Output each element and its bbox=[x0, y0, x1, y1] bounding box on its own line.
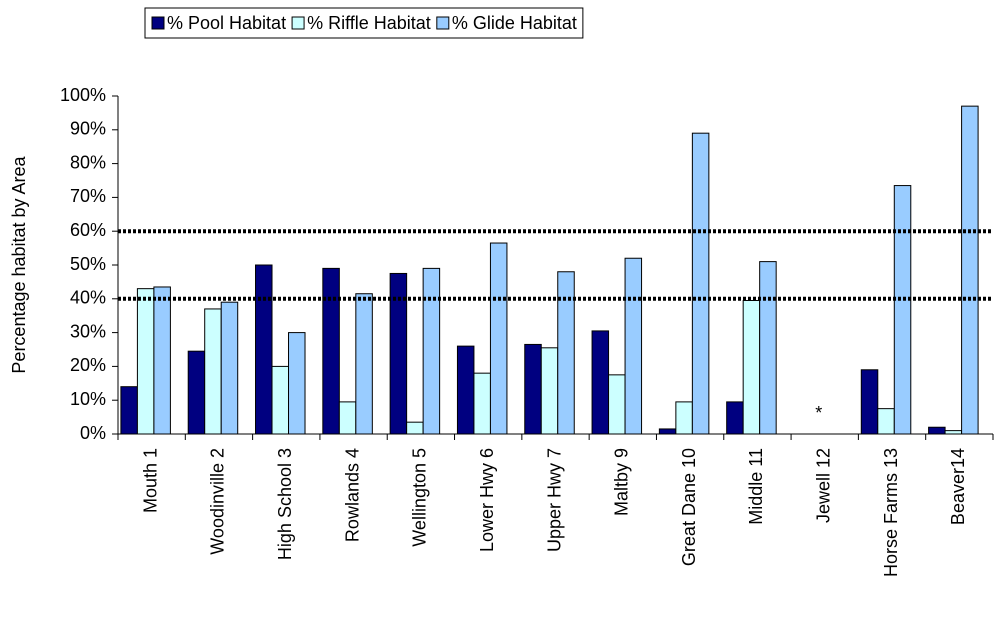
bar bbox=[675, 401, 693, 435]
y-tick-label: 30% bbox=[70, 321, 106, 341]
y-tick-label: 90% bbox=[70, 119, 106, 139]
bar bbox=[322, 267, 340, 435]
x-tick-label: Wellington 5 bbox=[410, 448, 430, 547]
bar bbox=[153, 286, 171, 435]
bar bbox=[624, 257, 643, 435]
x-tick-label: Jewell 12 bbox=[813, 448, 833, 523]
y-tick-label: 50% bbox=[70, 254, 106, 274]
bar bbox=[489, 242, 508, 435]
x-tick-label: High School 3 bbox=[275, 448, 295, 560]
bar bbox=[355, 293, 373, 435]
x-tick-label: Maltby 9 bbox=[612, 448, 632, 516]
x-tick-label: Woodinville 2 bbox=[208, 448, 228, 555]
bar bbox=[726, 401, 744, 435]
bar bbox=[204, 308, 222, 435]
bar bbox=[742, 299, 761, 435]
bar bbox=[524, 343, 542, 435]
bar bbox=[877, 408, 895, 435]
bar bbox=[255, 264, 273, 435]
bar bbox=[860, 369, 879, 435]
bar bbox=[406, 421, 424, 435]
y-tick-label: 0% bbox=[80, 423, 106, 443]
legend-label: % Pool Habitat bbox=[167, 13, 286, 33]
bar bbox=[271, 365, 290, 435]
bar bbox=[540, 347, 559, 435]
legend-swatch bbox=[436, 16, 450, 30]
legend-swatch bbox=[291, 16, 305, 30]
y-tick-label: 80% bbox=[70, 152, 106, 172]
bar bbox=[422, 267, 441, 435]
bar bbox=[691, 132, 710, 435]
x-tick-label: Great Dane 10 bbox=[679, 448, 699, 566]
bar bbox=[338, 401, 357, 435]
bar bbox=[187, 350, 206, 435]
bar bbox=[557, 271, 575, 435]
x-tick-label: Horse Farms 13 bbox=[881, 448, 901, 577]
bar bbox=[220, 301, 239, 435]
y-tick-label: 70% bbox=[70, 186, 106, 206]
y-tick-label: 20% bbox=[70, 355, 106, 375]
bar bbox=[961, 105, 979, 435]
bar bbox=[591, 330, 610, 435]
bar bbox=[473, 372, 491, 435]
bar bbox=[120, 386, 138, 435]
bar bbox=[893, 185, 912, 435]
x-tick-label: Beaver14 bbox=[948, 448, 968, 525]
bar bbox=[288, 332, 306, 435]
y-tick-label: 100% bbox=[60, 85, 106, 105]
y-axis-label: Percentage habitat by Area bbox=[9, 155, 29, 373]
legend-box bbox=[144, 7, 584, 39]
bar bbox=[136, 288, 155, 435]
legend-swatch bbox=[151, 16, 165, 30]
y-tick-label: 60% bbox=[70, 220, 106, 240]
y-tick-label: 40% bbox=[70, 288, 106, 308]
x-tick-label: Middle 11 bbox=[746, 448, 766, 525]
bar bbox=[456, 345, 475, 435]
x-tick-label: Rowlands 4 bbox=[342, 448, 362, 542]
bar bbox=[928, 426, 946, 435]
legend-label: % Glide Habitat bbox=[452, 13, 577, 33]
bar bbox=[608, 374, 626, 435]
x-tick-label: Upper Hwy 7 bbox=[544, 448, 564, 552]
bar bbox=[658, 428, 677, 435]
legend-label: % Riffle Habitat bbox=[307, 13, 431, 33]
annotation: * bbox=[815, 403, 822, 423]
x-tick-label: Lower Hwy 6 bbox=[477, 448, 497, 552]
bar bbox=[944, 430, 963, 435]
x-tick-label: Mouth 1 bbox=[140, 448, 160, 513]
y-tick-label: 10% bbox=[70, 389, 106, 409]
bar bbox=[759, 261, 777, 435]
